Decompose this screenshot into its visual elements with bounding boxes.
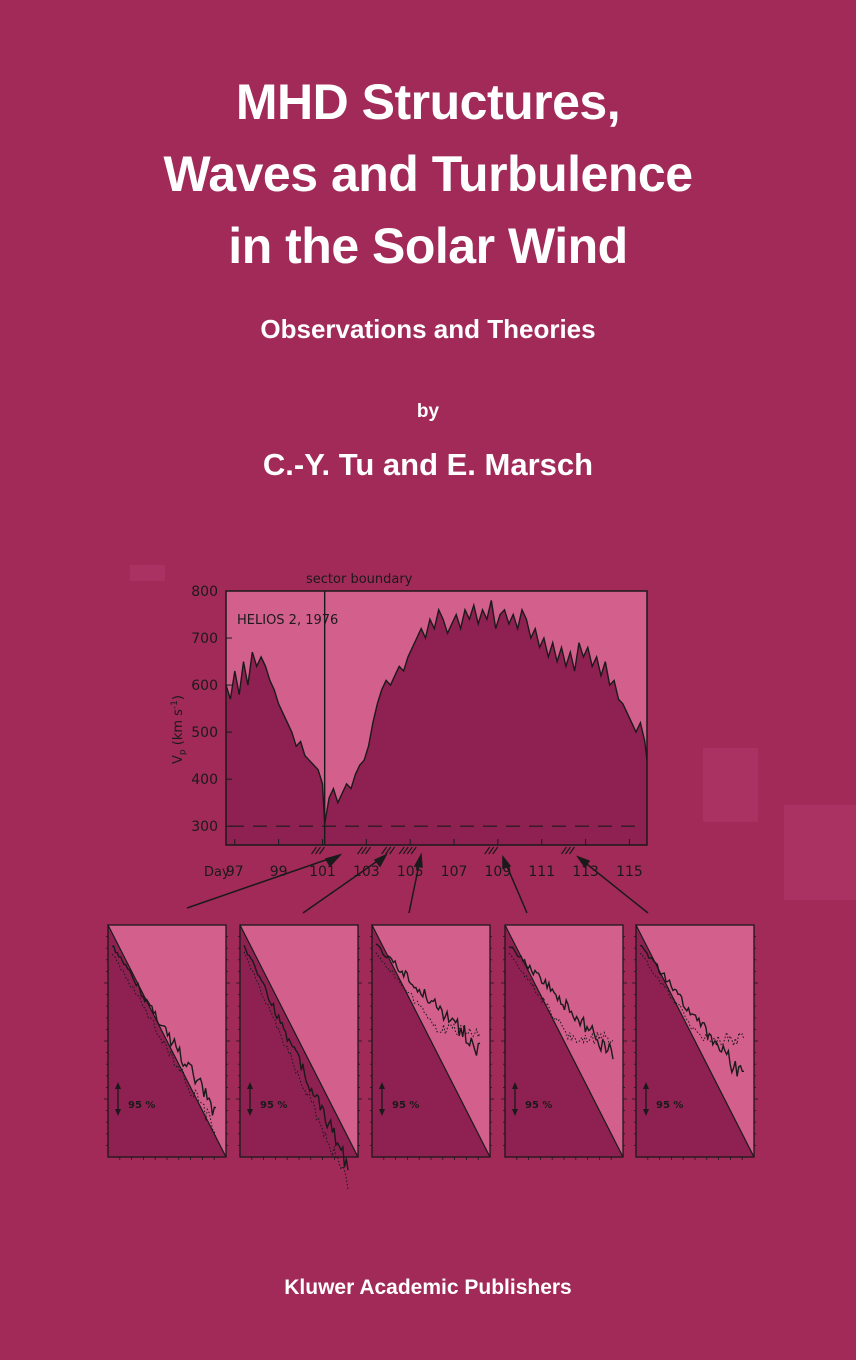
arrowhead bbox=[373, 853, 388, 868]
cover-faint-rect bbox=[784, 805, 856, 900]
authors: C.-Y. Tu and E. Marsch bbox=[262, 447, 594, 482]
title-line-2: Waves and Turbulence bbox=[163, 146, 693, 202]
hatch-mark bbox=[410, 846, 417, 855]
error-bar-arrow bbox=[512, 1109, 518, 1116]
speed-plot: sector boundary HELIOS 2, 1976 Vp (km s-… bbox=[170, 572, 648, 880]
error-bar-arrow bbox=[115, 1082, 121, 1089]
x-tick-label: 111 bbox=[528, 864, 555, 880]
error-bar-arrow bbox=[379, 1082, 385, 1089]
title-line-1: MHD Structures, bbox=[235, 74, 621, 130]
arrowhead bbox=[502, 854, 512, 869]
title-line-3: in the Solar Wind bbox=[228, 218, 628, 274]
x-tick-label: 107 bbox=[441, 864, 468, 880]
spectrum-dotted-line bbox=[111, 953, 217, 1139]
error-bar-arrow bbox=[643, 1082, 649, 1089]
speed-area bbox=[226, 600, 647, 845]
arrow-2 bbox=[302, 854, 387, 914]
publisher: Kluwer Academic Publishers bbox=[284, 1276, 572, 1299]
spectrum-solid-line bbox=[111, 945, 217, 1116]
by-label: by bbox=[416, 401, 440, 422]
confidence-label: 95 % bbox=[128, 1100, 155, 1111]
hatch-mark bbox=[402, 846, 409, 855]
y-tick-label: 400 bbox=[191, 772, 218, 788]
diagonal-line bbox=[504, 924, 624, 1158]
plot-title: HELIOS 2, 1976 bbox=[237, 613, 338, 628]
diagonal-line bbox=[371, 924, 491, 1158]
spectrum-dotted-line bbox=[508, 952, 614, 1048]
y-tick-label: 300 bbox=[191, 819, 218, 835]
cover-faint-rect bbox=[703, 748, 758, 822]
y-ticks: 300 400 500 600 700 800 bbox=[191, 584, 232, 835]
arrowhead bbox=[324, 853, 343, 868]
speed-plot-frame bbox=[225, 590, 648, 846]
arrowhead bbox=[413, 852, 423, 868]
connector-arrows bbox=[186, 852, 649, 914]
spectrum-solid-line bbox=[243, 945, 349, 1171]
error-bar-arrow bbox=[512, 1082, 518, 1089]
x-tick-label: 97 bbox=[226, 864, 244, 880]
confidence-label: 95 % bbox=[392, 1100, 419, 1111]
confidence-label: 95 % bbox=[260, 1100, 287, 1111]
spectrum-dotted-line bbox=[243, 951, 349, 1190]
hatch-mark bbox=[560, 846, 567, 855]
x-tick-label: 99 bbox=[270, 864, 288, 880]
arrow-5 bbox=[577, 856, 649, 914]
diagonal-line bbox=[107, 924, 227, 1158]
spectrum-solid-line bbox=[639, 944, 744, 1077]
hatch-mark bbox=[385, 846, 392, 855]
hatch-mark bbox=[311, 846, 318, 855]
hatch-mark bbox=[406, 846, 413, 855]
error-bar-arrow bbox=[247, 1082, 253, 1089]
hatch-mark bbox=[492, 846, 499, 855]
y-tick-label: 600 bbox=[191, 678, 218, 694]
arrowhead bbox=[576, 855, 591, 869]
hatch-mark bbox=[389, 846, 396, 855]
hatch-mark bbox=[315, 846, 322, 855]
hatch-mark bbox=[564, 846, 571, 855]
speed-line bbox=[225, 600, 648, 824]
y-axis-label: Vp (km s-1) bbox=[170, 695, 188, 764]
hatch-mark bbox=[398, 846, 405, 855]
hatch-mark bbox=[361, 846, 368, 855]
arrow-1 bbox=[186, 854, 341, 909]
error-bar-arrow bbox=[379, 1109, 385, 1116]
x-tick-label: 103 bbox=[353, 864, 380, 880]
spectrum-solid-line bbox=[375, 943, 481, 1056]
hatch-mark bbox=[568, 846, 575, 855]
diagonal-line bbox=[239, 924, 359, 1158]
hatched-intervals bbox=[311, 846, 575, 855]
sector-boundary-label: sector boundary bbox=[306, 572, 413, 587]
cover-faint-rect bbox=[130, 565, 165, 581]
x-axis-label: Day bbox=[204, 865, 230, 880]
confidence-label: 95 % bbox=[525, 1100, 552, 1111]
spectrum-solid-line bbox=[508, 946, 614, 1060]
y-tick-label: 700 bbox=[191, 631, 218, 647]
error-bar-arrow bbox=[643, 1109, 649, 1116]
hatch-mark bbox=[357, 846, 364, 855]
hatch-mark bbox=[365, 846, 372, 855]
x-ticks: 97 99 101 103 105 107 109 111 113 115 bbox=[226, 839, 643, 880]
hatch-mark bbox=[488, 846, 495, 855]
hatch-mark bbox=[381, 846, 388, 855]
hatch-mark bbox=[319, 846, 326, 855]
error-bar-arrow bbox=[115, 1109, 121, 1116]
confidence-label: 95 % bbox=[656, 1100, 683, 1111]
spectra-panels: 95 % 95 % 95 % 95 % 95 % bbox=[104, 924, 758, 1190]
hatch-mark bbox=[484, 846, 491, 855]
x-tick-label: 101 bbox=[309, 864, 336, 880]
x-tick-label: 115 bbox=[616, 864, 643, 880]
book-subtitle: Observations and Theories bbox=[260, 314, 596, 344]
book-title: MHD Structures, Waves and Turbulence in … bbox=[0, 66, 856, 282]
y-tick-label: 800 bbox=[191, 584, 218, 600]
y-tick-label: 500 bbox=[191, 725, 218, 741]
spectrum-dotted-line bbox=[375, 952, 481, 1039]
error-bar-arrow bbox=[247, 1109, 253, 1116]
